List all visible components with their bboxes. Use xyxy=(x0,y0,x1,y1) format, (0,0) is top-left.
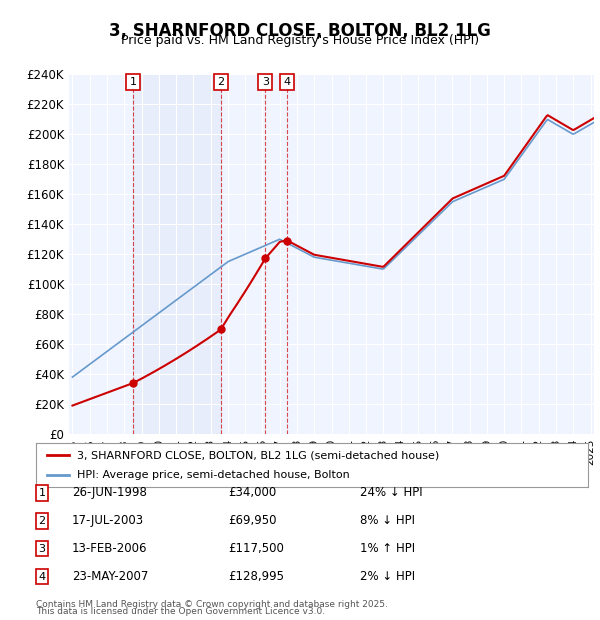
Text: £69,950: £69,950 xyxy=(228,515,277,527)
Text: HPI: Average price, semi-detached house, Bolton: HPI: Average price, semi-detached house,… xyxy=(77,469,350,479)
Text: 13-FEB-2006: 13-FEB-2006 xyxy=(72,542,148,555)
Text: 23-MAY-2007: 23-MAY-2007 xyxy=(72,570,148,583)
Text: £117,500: £117,500 xyxy=(228,542,284,555)
Text: 17-JUL-2003: 17-JUL-2003 xyxy=(72,515,144,527)
Text: 26-JUN-1998: 26-JUN-1998 xyxy=(72,487,147,499)
Text: 1% ↑ HPI: 1% ↑ HPI xyxy=(360,542,415,555)
Text: 3: 3 xyxy=(262,77,269,87)
Text: £34,000: £34,000 xyxy=(228,487,276,499)
Text: £128,995: £128,995 xyxy=(228,570,284,583)
Text: Contains HM Land Registry data © Crown copyright and database right 2025.: Contains HM Land Registry data © Crown c… xyxy=(36,600,388,609)
Text: 8% ↓ HPI: 8% ↓ HPI xyxy=(360,515,415,527)
Text: 3, SHARNFORD CLOSE, BOLTON, BL2 1LG (semi-detached house): 3, SHARNFORD CLOSE, BOLTON, BL2 1LG (sem… xyxy=(77,451,440,461)
Text: 4: 4 xyxy=(283,77,290,87)
Bar xyxy=(133,74,221,434)
Text: 3, SHARNFORD CLOSE, BOLTON, BL2 1LG: 3, SHARNFORD CLOSE, BOLTON, BL2 1LG xyxy=(109,22,491,40)
Text: 1: 1 xyxy=(130,77,136,87)
Text: 4: 4 xyxy=(38,572,46,582)
Text: 3: 3 xyxy=(38,544,46,554)
Text: This data is licensed under the Open Government Licence v3.0.: This data is licensed under the Open Gov… xyxy=(36,607,325,616)
Text: 1: 1 xyxy=(38,488,46,498)
Text: 24% ↓ HPI: 24% ↓ HPI xyxy=(360,487,422,499)
Text: Price paid vs. HM Land Registry's House Price Index (HPI): Price paid vs. HM Land Registry's House … xyxy=(121,34,479,47)
Text: 2: 2 xyxy=(217,77,224,87)
Text: 2% ↓ HPI: 2% ↓ HPI xyxy=(360,570,415,583)
Text: 2: 2 xyxy=(38,516,46,526)
